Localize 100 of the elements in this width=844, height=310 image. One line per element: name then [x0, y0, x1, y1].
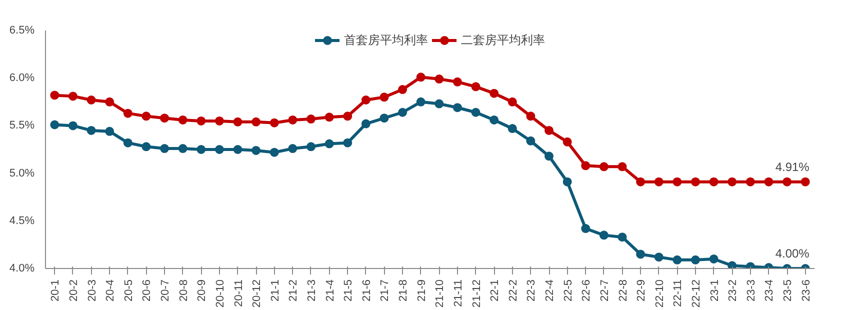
x-tick-label: 23-2 [727, 279, 740, 302]
point [380, 92, 389, 102]
point [800, 177, 810, 186]
legend-label: 首套房平均利率 [344, 32, 428, 48]
point [636, 177, 646, 186]
point [214, 116, 224, 126]
point [544, 152, 554, 161]
x-tick-label: 20-1 [50, 279, 62, 302]
point [434, 74, 444, 84]
point [709, 177, 718, 186]
x-tick-label: 21-4 [324, 279, 336, 302]
point [142, 112, 151, 121]
point [654, 177, 664, 186]
point [434, 99, 444, 108]
x-tick-label: 21-11 [452, 279, 464, 307]
point [343, 138, 352, 148]
point [452, 77, 462, 86]
point [526, 112, 536, 121]
point [508, 124, 517, 134]
point [233, 145, 242, 154]
point [288, 144, 298, 154]
y-tick-label: 6.0% [9, 72, 35, 84]
x-tick-label: 22-3 [526, 279, 538, 302]
point [508, 97, 517, 106]
point [105, 126, 114, 136]
y-tick-label: 4.5% [9, 214, 35, 227]
x-tick-label: 21-6 [360, 279, 373, 302]
point [672, 255, 682, 264]
point [672, 177, 682, 186]
point [160, 114, 170, 123]
x-tick-label: 22-7 [598, 279, 611, 302]
point [361, 119, 370, 128]
x-tick-label: 22-6 [580, 279, 593, 302]
y-tick-label: 4.0% [9, 262, 35, 274]
x-tick-label: 22-4 [544, 279, 556, 302]
x-tick-label: 20-10 [214, 279, 226, 308]
point [654, 252, 664, 262]
point [214, 145, 224, 154]
x-tick-label: 23-6 [800, 279, 812, 302]
x-tick-label: 21-8 [398, 279, 410, 302]
point [233, 117, 242, 126]
x-tick-label: 21-9 [416, 279, 428, 302]
point [764, 177, 774, 186]
point [416, 72, 426, 82]
x-tick-label: 22-8 [617, 279, 630, 302]
point [196, 145, 206, 154]
point [398, 108, 408, 117]
x-tick-label: 22-2 [507, 279, 520, 302]
point [160, 144, 170, 154]
point [746, 177, 755, 186]
point [452, 103, 462, 112]
x-tick-label: 20-3 [86, 279, 98, 302]
x-tick-label: 20-7 [160, 279, 172, 302]
x-tick-label: 23-5 [782, 279, 794, 302]
point [782, 177, 792, 186]
x-tick-label: 21-5 [342, 279, 355, 302]
point [618, 232, 627, 242]
x-tick-label: 22-10 [654, 279, 666, 308]
x-tick-label: 21-2 [288, 279, 300, 302]
point [270, 118, 279, 128]
point [728, 177, 737, 186]
point [105, 97, 114, 106]
point [178, 144, 188, 154]
point [252, 146, 261, 155]
point [636, 250, 646, 259]
point [728, 261, 737, 268]
point [599, 162, 608, 172]
point [306, 142, 316, 152]
point [709, 254, 718, 264]
x-tick-label: 21-1 [269, 279, 282, 302]
point [324, 139, 334, 148]
point [599, 230, 608, 240]
legend-label: 二套房平均利率 [461, 32, 545, 48]
point [142, 142, 151, 152]
point [471, 82, 480, 92]
point [270, 148, 279, 157]
x-tick-label: 21-10 [434, 279, 446, 308]
x-tick-label: 22-1 [489, 279, 502, 302]
x-tick-label: 23-4 [764, 279, 776, 302]
point [123, 138, 132, 148]
point [68, 92, 78, 101]
x-tick-label: 20-11 [232, 279, 245, 307]
x-tick-label: 20-4 [104, 279, 117, 302]
point [178, 115, 188, 124]
x-tick-label: 20-2 [68, 279, 80, 302]
point [562, 177, 572, 186]
y-tick-label: 5.5% [9, 120, 35, 132]
point [562, 137, 572, 146]
point [380, 114, 389, 123]
point [68, 121, 78, 130]
point [416, 97, 426, 106]
y-tick-label: 6.5% [9, 24, 35, 36]
x-tick-label: 20-5 [122, 279, 135, 302]
x-tick-label: 23-3 [745, 279, 758, 302]
point [324, 112, 334, 122]
point [690, 177, 700, 186]
x-tick-label: 22-11 [672, 279, 684, 307]
x-tick-label: 20-9 [196, 279, 208, 302]
point [471, 108, 480, 117]
point [196, 116, 206, 126]
